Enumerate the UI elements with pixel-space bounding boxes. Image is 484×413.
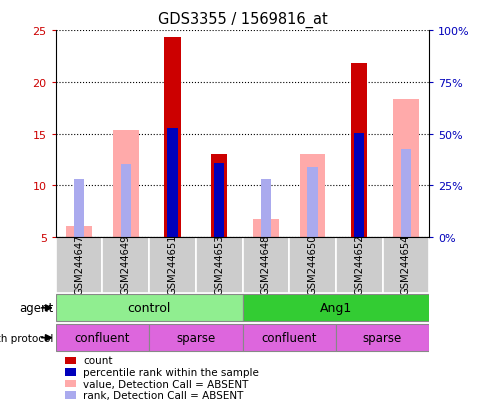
Bar	[260, 180, 271, 237]
Text: rank, Detection Call = ABSENT: rank, Detection Call = ABSENT	[83, 390, 243, 400]
Text: value, Detection Call = ABSENT: value, Detection Call = ABSENT	[83, 379, 248, 389]
Text: GSM244651: GSM244651	[167, 234, 177, 294]
Bar	[335, 237, 382, 293]
Bar	[121, 164, 131, 237]
Text: GSM244654: GSM244654	[400, 234, 410, 294]
Text: GSM244647: GSM244647	[74, 234, 84, 294]
Bar	[102, 237, 149, 293]
Bar	[353, 133, 363, 237]
Text: percentile rank within the sample: percentile rank within the sample	[83, 367, 259, 377]
Text: growth protocol: growth protocol	[0, 333, 53, 343]
Text: control: control	[127, 301, 170, 315]
Text: GSM244649: GSM244649	[121, 234, 131, 294]
Text: GSM244652: GSM244652	[353, 234, 363, 294]
Text: GSM244648: GSM244648	[260, 234, 270, 294]
Bar	[253, 220, 278, 237]
Bar	[392, 100, 418, 237]
Text: confluent: confluent	[75, 331, 130, 344]
Bar	[242, 325, 335, 351]
Bar	[213, 163, 224, 237]
Text: GSM244653: GSM244653	[214, 234, 224, 294]
Bar	[382, 237, 428, 293]
Bar	[113, 131, 138, 237]
Bar	[350, 64, 366, 237]
Bar	[242, 237, 288, 293]
Bar	[56, 237, 102, 293]
Text: count: count	[83, 356, 113, 366]
Bar	[288, 237, 335, 293]
Bar	[196, 237, 242, 293]
Bar	[307, 167, 317, 237]
Text: sparse: sparse	[362, 331, 401, 344]
Bar	[400, 150, 410, 237]
Bar	[164, 38, 180, 237]
Bar	[335, 325, 428, 351]
Text: GSM244650: GSM244650	[307, 234, 317, 294]
Bar	[74, 180, 84, 237]
Bar	[211, 155, 227, 237]
Text: sparse: sparse	[176, 331, 215, 344]
Bar	[149, 325, 242, 351]
Title: GDS3355 / 1569816_at: GDS3355 / 1569816_at	[157, 12, 327, 28]
Text: agent: agent	[19, 301, 53, 315]
Bar	[167, 129, 177, 237]
Text: Ang1: Ang1	[319, 301, 351, 315]
Bar	[56, 325, 149, 351]
Bar	[56, 295, 242, 321]
Text: confluent: confluent	[261, 331, 316, 344]
Bar	[66, 226, 92, 237]
Bar	[299, 155, 325, 237]
Bar	[242, 295, 428, 321]
Bar	[149, 237, 196, 293]
